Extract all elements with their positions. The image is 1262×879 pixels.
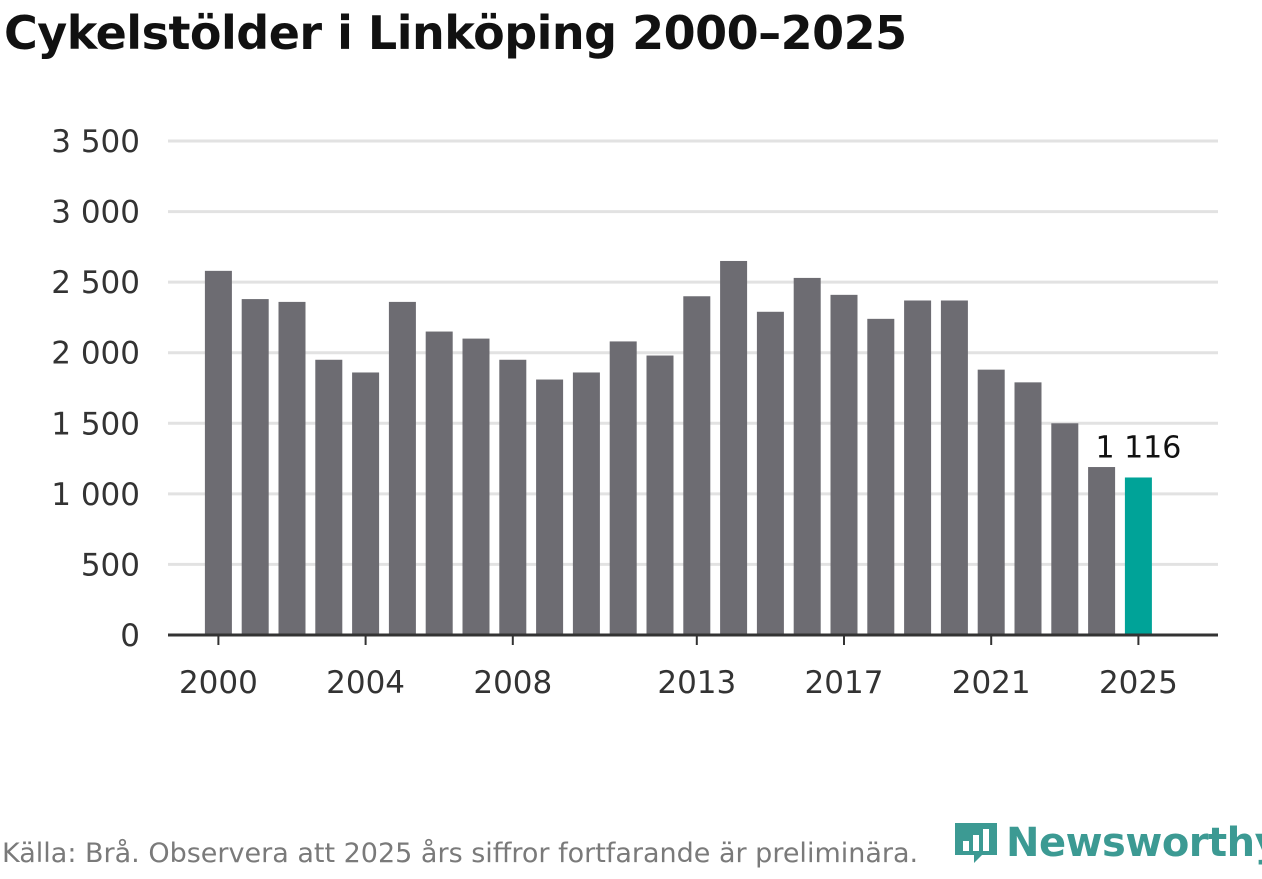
bar-2004 [352, 372, 380, 635]
bar-2010 [572, 372, 600, 635]
bar-2009 [536, 379, 564, 635]
bar-2023 [1051, 423, 1079, 635]
chart-title: Cykelstölder i Linköping 2000–2025 [4, 6, 907, 60]
bar-2006 [425, 331, 453, 635]
bar-2005 [388, 301, 416, 635]
y-tick-label: 3 000 [51, 195, 140, 231]
bar-2012 [646, 355, 674, 635]
bar-2024 [1088, 467, 1116, 635]
bar-2008 [499, 359, 527, 635]
bar-2013 [683, 296, 711, 635]
x-tick-label: 2000 [179, 665, 258, 701]
bar-2017 [830, 294, 858, 635]
bar-2018 [867, 318, 895, 635]
axes [168, 633, 1218, 645]
bar-chart-speech-icon [955, 823, 997, 863]
x-tick-label: 2008 [473, 665, 552, 701]
bar-2014 [720, 260, 748, 635]
x-tick-label: 2017 [805, 665, 884, 701]
y-tick-label: 500 [81, 547, 140, 583]
x-tick-label: 2004 [326, 665, 405, 701]
x-tick-label: 2025 [1099, 665, 1178, 701]
bar-2000 [204, 270, 232, 635]
y-tick-label: 2 000 [51, 336, 140, 372]
y-tick-label: 2 500 [51, 265, 140, 301]
bar-2019 [904, 300, 932, 635]
bar-2001 [241, 299, 269, 635]
y-tick-label: 3 500 [51, 124, 140, 160]
bars [204, 260, 1152, 635]
bar-chart: 0 500 1 000 1 500 2 000 2 500 3 000 3 500 2000 20… [51, 124, 1218, 701]
bar-2022 [1014, 382, 1042, 635]
y-tick-label: 0 [120, 618, 140, 654]
y-tick-label: 1 500 [51, 406, 140, 442]
bar-2003 [315, 359, 343, 635]
bar-2011 [609, 341, 637, 635]
bar-2015 [756, 311, 784, 635]
bar-2016 [793, 277, 821, 635]
x-tick-label: 2013 [657, 665, 736, 701]
brand-name: Newsworthy [1006, 820, 1262, 866]
x-tick-label: 2021 [952, 665, 1031, 701]
bar-2021 [977, 369, 1005, 635]
highlight-data-label: 1 116 [1095, 430, 1181, 465]
labels: 0 500 1 000 1 500 2 000 2 500 3 000 3 500 2000 20… [51, 124, 1181, 701]
source-note: Källa: Brå. Observera att 2025 års siffr… [2, 838, 919, 869]
bar-2007 [462, 338, 490, 635]
bar-2020 [940, 300, 968, 635]
brand-logo: Newsworthy [952, 820, 1262, 866]
y-tick-label: 1 000 [51, 477, 140, 513]
bar-2025 [1124, 477, 1152, 635]
bar-2002 [278, 301, 306, 635]
